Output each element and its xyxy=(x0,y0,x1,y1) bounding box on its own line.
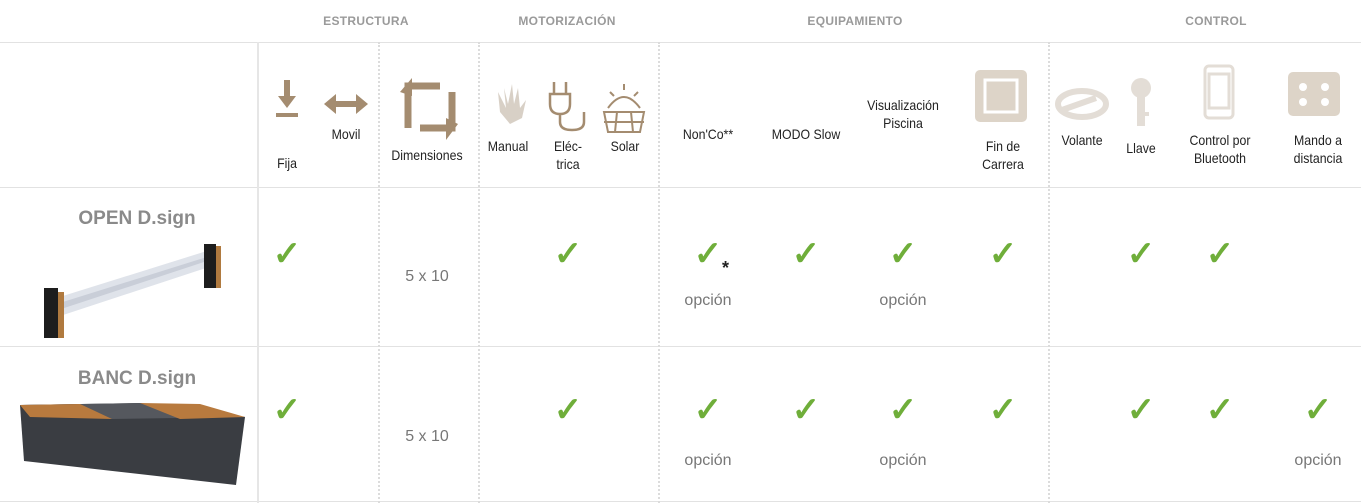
column-label: Volante xyxy=(1061,132,1103,148)
row-divider xyxy=(0,346,1361,347)
icon-volante xyxy=(1055,88,1109,120)
check-mark: ✓ xyxy=(272,235,302,273)
column-label: Movil xyxy=(331,126,361,142)
group-header: ESTRUCTURA xyxy=(323,14,409,28)
column-label: Non'Co** xyxy=(682,126,734,142)
icon-solar xyxy=(602,84,646,133)
icon-manual xyxy=(498,84,526,124)
group-header: EQUIPAMIENTO xyxy=(807,14,903,28)
icon-fin-carrera xyxy=(975,70,1027,122)
column-label: Llave xyxy=(1126,140,1156,156)
option-note: opción xyxy=(684,292,732,309)
check-mark: ✓ xyxy=(988,235,1018,273)
check-mark: ✓ xyxy=(1303,391,1333,429)
footnote-mark: * xyxy=(722,258,730,278)
check-mark: ✓ xyxy=(553,235,583,273)
column-label: Visualización Piscina xyxy=(867,97,939,131)
check-mark: ✓ xyxy=(791,235,821,273)
check-mark: ✓ xyxy=(1126,391,1156,429)
column-label: Solar xyxy=(610,138,640,154)
option-note: opción xyxy=(879,452,927,469)
col-divider xyxy=(478,42,480,503)
column-label: MODO Slow xyxy=(771,126,841,142)
icon-dimensiones xyxy=(404,82,456,132)
check-mark: ✓ xyxy=(888,235,918,273)
option-note: opción xyxy=(879,292,927,309)
product-image xyxy=(44,244,221,338)
column-label: Mando a distancia xyxy=(1293,132,1343,166)
product-image xyxy=(20,403,245,485)
product-name: BANC D.sign xyxy=(77,368,197,389)
check-mark: ✓ xyxy=(1205,235,1235,273)
column-label: Manual xyxy=(487,138,529,154)
icon-bluetooth xyxy=(1203,64,1235,120)
col-divider xyxy=(257,42,259,503)
icon-mando xyxy=(1288,72,1340,116)
icon-movil xyxy=(324,94,368,114)
col-divider xyxy=(378,42,380,503)
icon-llave xyxy=(1131,78,1151,126)
option-note: opción xyxy=(684,452,732,469)
header-icons xyxy=(276,64,1340,140)
check-mark: ✓ xyxy=(693,391,723,429)
group-header: MOTORIZACIÓN xyxy=(518,14,616,28)
icon-electrica xyxy=(548,82,586,132)
column-label: Dimensiones xyxy=(391,147,463,163)
row-divider xyxy=(0,501,1361,502)
option-note: opción xyxy=(1294,452,1342,469)
check-mark: ✓ xyxy=(553,391,583,429)
check-mark: ✓ xyxy=(272,391,302,429)
row-divider xyxy=(0,187,1361,188)
product-name: OPEN D.sign xyxy=(78,208,196,229)
dimension-value: 5 x 10 xyxy=(405,268,449,285)
dimension-value: 5 x 10 xyxy=(405,428,449,445)
check-mark: ✓ xyxy=(888,391,918,429)
row-divider xyxy=(0,42,1361,43)
column-label: Fin de Carrera xyxy=(982,138,1024,172)
check-mark: ✓ xyxy=(1126,235,1156,273)
col-divider xyxy=(1048,42,1050,503)
icon-fija xyxy=(276,80,298,117)
col-divider xyxy=(658,42,660,503)
check-mark: ✓ xyxy=(988,391,1018,429)
column-label: Eléc- trica xyxy=(553,138,583,172)
check-mark: ✓ xyxy=(791,391,821,429)
check-mark: ✓ xyxy=(693,235,723,273)
column-label: Fija xyxy=(277,155,297,171)
check-mark: ✓ xyxy=(1205,391,1235,429)
column-label: Control por Bluetooth xyxy=(1189,132,1251,166)
group-header: CONTROL xyxy=(1185,14,1247,28)
